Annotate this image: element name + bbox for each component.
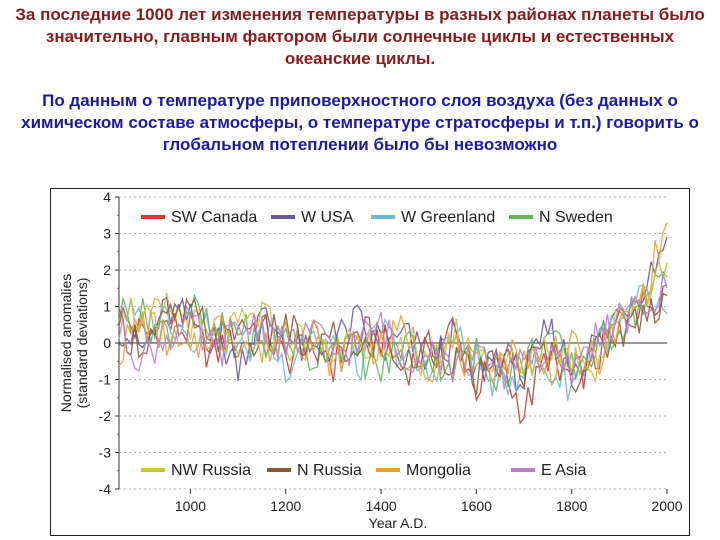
slide-subheading: По данным о температуре приповерхностног… bbox=[21, 91, 699, 154]
series-lines bbox=[118, 222, 668, 425]
legend: SW Canada W USA W Greenland N Sweden NW Russ… bbox=[137, 204, 627, 479]
x-tick-label: 1200 bbox=[270, 498, 301, 514]
x-axis-label: Year A.D. bbox=[369, 515, 428, 531]
legend-label: Mongolia bbox=[406, 462, 471, 479]
legend-bg bbox=[505, 204, 625, 226]
y-tick-label: -4 bbox=[99, 481, 112, 497]
legend-label: N Russia bbox=[297, 462, 362, 479]
legend-label: NW Russia bbox=[171, 462, 251, 479]
x-tick-label: 1400 bbox=[366, 498, 397, 514]
slide-heading: За последние 1000 лет изменения температ… bbox=[15, 5, 705, 68]
series-line-e-asia bbox=[118, 273, 668, 390]
legend-label: N Sweden bbox=[539, 209, 613, 226]
x-tick-label: 2000 bbox=[651, 498, 682, 514]
legend-bg bbox=[137, 457, 257, 479]
legend-label: E Asia bbox=[541, 462, 586, 479]
y-axis-label-line: Normalised anomalies bbox=[58, 274, 74, 413]
legend-label: W USA bbox=[301, 209, 354, 226]
legend-bg bbox=[267, 204, 387, 226]
series-line-mongolia bbox=[118, 222, 668, 387]
y-tick-label: 4 bbox=[103, 189, 111, 205]
legend-bg bbox=[263, 457, 383, 479]
y-tick-label: 1 bbox=[103, 299, 111, 315]
chart-frame: Normalised anomalies (standard deviations… bbox=[50, 188, 690, 536]
y-tick-label: 2 bbox=[103, 262, 111, 278]
series-line-sw-canada bbox=[118, 284, 668, 425]
legend-bg bbox=[372, 457, 492, 479]
y-tick-label: 3 bbox=[103, 226, 111, 242]
x-tick-label: 1600 bbox=[461, 498, 492, 514]
legend-bg bbox=[367, 204, 487, 226]
y-tick-label: -2 bbox=[99, 408, 112, 424]
x-tick-label: 1800 bbox=[556, 498, 587, 514]
y-tick-label: -3 bbox=[99, 445, 112, 461]
tick-labels: -4 -3 -2 -1 0 1 2 3 4 1000 1200 1400 1600 1800 2000 bbox=[99, 189, 683, 514]
legend-label: SW Canada bbox=[171, 209, 257, 226]
y-axis-label-line: (standard deviations) bbox=[74, 278, 90, 409]
legend-label: W Greenland bbox=[401, 209, 495, 226]
series-line-n-russia bbox=[118, 292, 668, 395]
legend-bg bbox=[507, 457, 627, 479]
temperature-anomaly-chart: Normalised anomalies (standard deviations… bbox=[58, 189, 683, 531]
legend-bg bbox=[137, 204, 257, 226]
y-tick-label: 0 bbox=[103, 335, 111, 351]
y-axis-label: Normalised anomalies (standard deviations… bbox=[58, 274, 90, 413]
y-tick-label: -1 bbox=[99, 372, 112, 388]
x-tick-label: 1000 bbox=[175, 498, 206, 514]
